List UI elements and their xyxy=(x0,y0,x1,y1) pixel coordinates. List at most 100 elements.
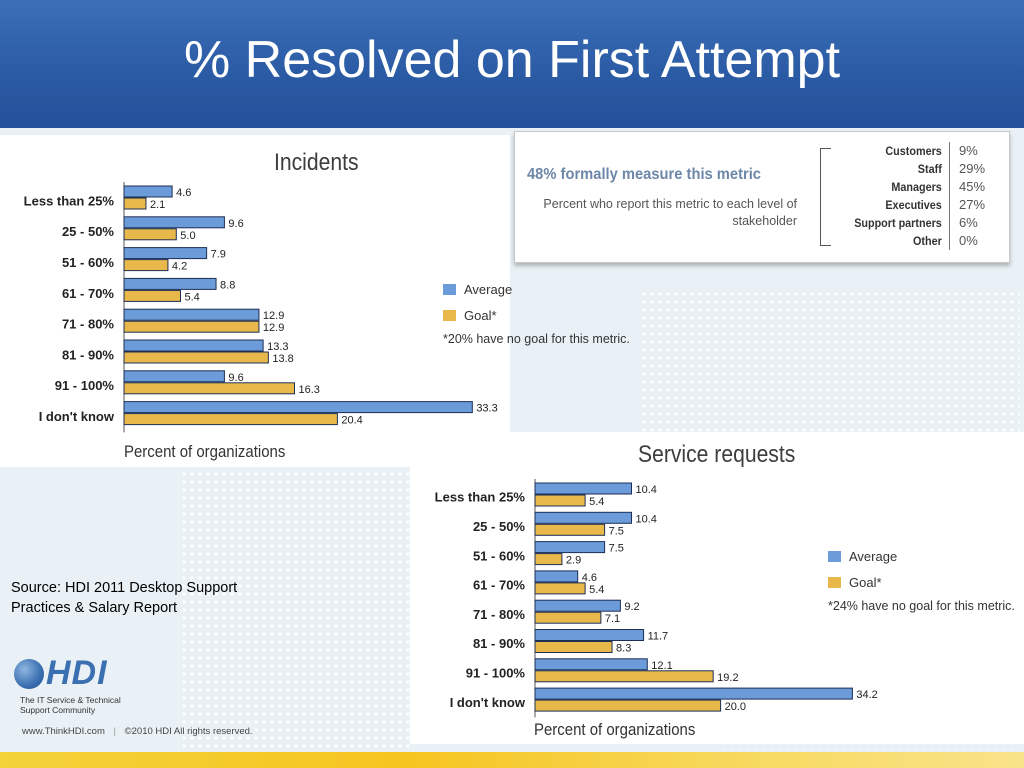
footer-separator: | xyxy=(113,726,116,737)
goal-swatch xyxy=(828,576,841,588)
bar-goal xyxy=(534,641,613,653)
stakeholder-label: Customers xyxy=(885,144,942,158)
service-requests-x-axis-label: Percent of organizations xyxy=(534,720,696,739)
bar-average xyxy=(123,370,225,383)
category-label: 81 - 90% xyxy=(62,347,114,362)
data-label: 5.4 xyxy=(184,291,199,303)
service-requests-chart-title: Service requests xyxy=(638,441,796,468)
data-label: 10.4 xyxy=(636,513,657,525)
slide-title: % Resolved on First Attempt xyxy=(183,31,841,89)
incidents-chart-title: Incidents xyxy=(274,149,359,176)
data-label: 9.6 xyxy=(228,218,243,230)
data-label: 12.1 xyxy=(651,660,672,672)
data-label: 2.1 xyxy=(150,199,165,211)
data-label: 8.8 xyxy=(220,279,235,291)
data-label: 4.6 xyxy=(582,572,597,584)
average-swatch xyxy=(828,550,841,562)
legend-label-goal: Goal* xyxy=(464,307,497,323)
logo-tagline-line-2: Support Community xyxy=(20,705,96,715)
incidents-legend: Average Goal* *20% have no goal for this… xyxy=(443,276,630,346)
metric-reporting-box: 48% formally measure this metric Percent… xyxy=(514,131,1010,263)
data-label: 9.2 xyxy=(624,601,639,613)
stakeholder-label: Managers xyxy=(891,180,942,194)
globe-icon xyxy=(14,658,44,689)
service-requests-goal-note: *24% have no goal for this metric. xyxy=(828,599,1015,613)
logo-tagline-line-1: The IT Service & Technical xyxy=(20,695,121,705)
category-label: 51 - 60% xyxy=(62,255,114,270)
bar-average xyxy=(123,247,208,260)
service-requests-legend: Average Goal* *24% have no goal for this… xyxy=(828,543,1015,613)
stakeholder-row: Customers 9% xyxy=(833,142,1003,160)
bar-goal xyxy=(534,523,606,536)
bar-goal xyxy=(534,611,602,624)
bar-goal xyxy=(123,320,260,333)
metric-headline: 48% formally measure this metric xyxy=(527,166,761,183)
data-label: 12.9 xyxy=(263,322,284,334)
category-label: 51 - 60% xyxy=(473,548,525,563)
data-label: 20.4 xyxy=(341,415,362,427)
data-label: 5.4 xyxy=(589,496,604,508)
bar-goal xyxy=(534,494,586,507)
service-requests-chart-panel: Service requests Less than 25% 10.4 5.4 25 … xyxy=(410,432,1024,744)
bar-average xyxy=(534,687,853,700)
data-label: 5.4 xyxy=(589,584,604,596)
bar-average xyxy=(534,658,648,671)
footer: www.ThinkHDI.com | ©2010 HDI All rights … xyxy=(22,726,253,737)
bar-average xyxy=(123,216,225,229)
footer-copyright: ©2010 HDI All rights reserved. xyxy=(124,726,253,737)
data-label: 4.2 xyxy=(172,261,187,273)
stakeholder-row: Executives 27% xyxy=(833,196,1003,214)
footer-website: www.ThinkHDI.com xyxy=(22,726,105,737)
category-label: 25 - 50% xyxy=(62,224,114,239)
bar-goal xyxy=(123,382,295,395)
data-label: 11.7 xyxy=(648,631,669,643)
data-label: 10.4 xyxy=(636,484,657,496)
category-label: 25 - 50% xyxy=(473,519,525,534)
logo-wordmark: HDI xyxy=(46,654,108,692)
category-label: 71 - 80% xyxy=(62,317,114,332)
bar-goal xyxy=(123,197,147,210)
data-label: 16.3 xyxy=(298,384,319,396)
bar-average xyxy=(534,599,621,612)
category-label: 61 - 70% xyxy=(473,578,525,593)
data-label: 12.9 xyxy=(263,310,284,322)
data-label: 7.5 xyxy=(609,543,624,555)
incidents-x-axis-label: Percent of organizations xyxy=(124,442,286,461)
data-label: 19.2 xyxy=(717,672,738,684)
data-label: 4.6 xyxy=(176,187,191,199)
bar-goal xyxy=(123,413,338,426)
legend-label-goal: Goal* xyxy=(849,574,882,590)
bar-average xyxy=(534,570,579,583)
stakeholder-row: Support partners 6% xyxy=(833,214,1003,232)
metric-description: Percent who report this metric to each l… xyxy=(543,197,797,228)
bar-goal xyxy=(534,699,722,712)
bar-goal xyxy=(534,553,563,566)
data-label: 13.3 xyxy=(267,341,288,353)
bar-goal xyxy=(123,259,169,272)
bar-average xyxy=(123,339,264,352)
category-label: 91 - 100% xyxy=(55,378,115,393)
bar-goal xyxy=(534,670,714,683)
average-swatch xyxy=(443,283,456,295)
dot-pattern-decoration xyxy=(180,470,410,750)
stakeholder-row: Managers 45% xyxy=(833,178,1003,196)
legend-item-goal: Goal* xyxy=(443,302,630,328)
legend-label-average: Average xyxy=(849,548,898,564)
service-requests-bar-chart: Less than 25% 10.4 5.4 25 - 50% 10.4 7.5 51 - … xyxy=(435,479,878,718)
legend-item-average: Average xyxy=(828,543,1015,569)
category-label: 71 - 80% xyxy=(473,607,525,622)
incidents-bar-chart: Less than 25% 4.6 2.1 25 - 50% 9.6 5.0 51 - 60… xyxy=(24,182,498,433)
category-label: I don't know xyxy=(39,409,115,424)
bar-average xyxy=(534,511,633,524)
data-label: 13.8 xyxy=(272,353,293,365)
logo-tagline: The IT Service & Technical Support Commu… xyxy=(20,695,140,715)
category-label: Less than 25% xyxy=(435,490,526,505)
data-label: 33.3 xyxy=(476,403,497,415)
title-bar: % Resolved on First Attempt xyxy=(0,0,1024,128)
bar-average xyxy=(123,308,260,321)
category-label: I don't know xyxy=(450,695,526,710)
stakeholder-value: 9% xyxy=(959,143,978,158)
bracket-decoration xyxy=(820,148,831,246)
category-label: Less than 25% xyxy=(24,193,115,208)
data-label: 20.0 xyxy=(725,701,746,713)
